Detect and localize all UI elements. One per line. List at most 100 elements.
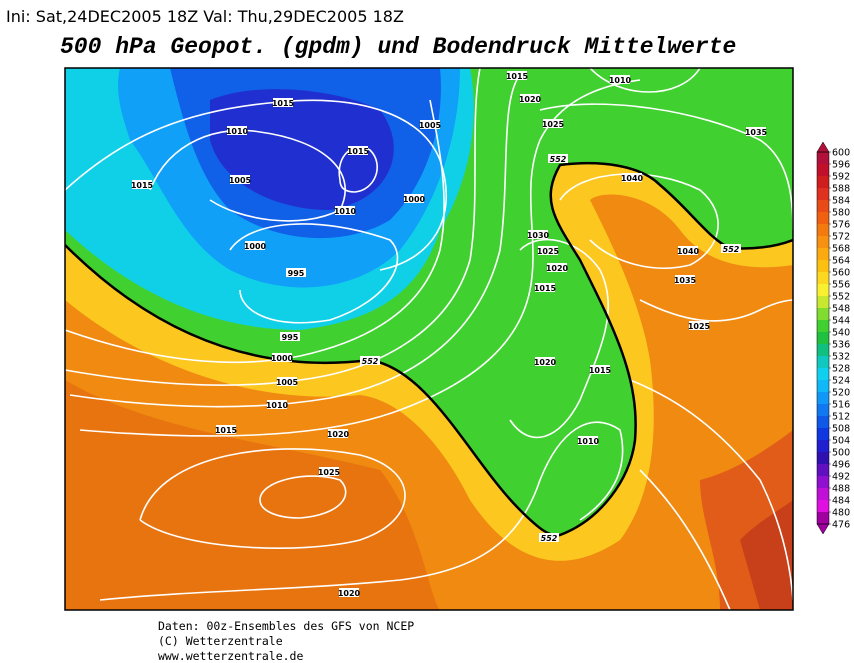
isobar-label: 1040 [621,174,644,183]
label-box [520,94,540,103]
colorbar-tick-label: 560 [832,268,850,279]
label-box [678,246,698,255]
colorbar-tick-label: 508 [832,424,850,435]
color-swatch [817,500,829,512]
color-swatch [817,212,829,224]
label-box [420,120,440,129]
isobar-label: 1020 [519,95,542,104]
isobar-label: 1015 [347,147,370,156]
footer-line: www.wetterzentrale.de [158,649,303,663]
color-swatch [817,152,829,164]
colorbar-tick-label: 556 [832,280,850,291]
color-swatch [817,512,829,524]
label-box [404,194,424,203]
isobar-label: 1015 [589,366,612,375]
isobar [338,146,379,193]
contour-label: 552 [541,534,558,543]
colorbar-tick-label: 524 [832,376,850,387]
isobar-label: 1020 [534,358,557,367]
isobar [69,74,521,408]
isobar-label: 1010 [266,401,289,410]
isobar-label: 1010 [334,207,357,216]
colorbar-tick-label: 528 [832,364,850,375]
colorbar-tick-label: 504 [832,436,850,447]
color-swatch [817,476,829,488]
colorbar-tick-label: 480 [832,508,850,519]
colorbar-tick-label: 536 [832,340,850,351]
colorbar-tip [816,523,830,535]
label-box [272,353,292,362]
isobar [259,475,347,519]
run-info: Ini: Sat,24DEC2005 18Z Val: Thu,29DEC200… [6,7,404,26]
colorbar-tick-label: 512 [832,412,850,423]
label-box [539,533,559,542]
contour-label: 552 [723,245,740,254]
isobar-label: 1015 [506,72,529,81]
isobar [139,448,406,549]
isobar [509,238,609,439]
colorbar-tick-label: 520 [832,388,850,399]
label-box [543,119,563,128]
isobar [539,103,793,231]
label-box [689,321,709,330]
colorbar-frame [816,151,830,525]
isobar-label: 1005 [229,176,252,185]
isobar-label: 995 [282,333,299,342]
isobar-label: 1000 [403,195,426,204]
color-swatch [817,464,829,476]
colorbar-tick-label: 584 [832,196,850,207]
label-box [610,75,630,84]
label-box [578,436,598,445]
colorbar-tick-label: 576 [832,220,850,231]
color-swatch [817,200,829,212]
label-box [590,365,610,374]
label-box [277,377,297,386]
label-box [535,283,555,292]
color-swatch [817,428,829,440]
color-swatch [817,188,829,200]
colorbar-tick-label: 552 [832,292,850,303]
colorbar-tick-label: 540 [832,328,850,339]
color-swatch [817,260,829,272]
label-box [746,127,766,136]
isobar-label: 1020 [327,430,350,439]
colorbar-tick-label: 600 [832,148,850,159]
isobar [65,68,481,386]
label-box [675,275,695,284]
color-swatch [817,296,829,308]
label-box [286,268,306,277]
isobar-label: 1015 [215,426,238,435]
colorbar-tick-label: 544 [832,316,850,327]
color-swatch [817,332,829,344]
isobar-label: 1010 [577,437,600,446]
colorbar-tick-label: 496 [832,460,850,471]
contour-label: 552 [362,357,379,366]
isobar [65,99,445,364]
color-swatch [817,176,829,188]
isobar-label: 1000 [244,242,267,251]
color-swatch [817,272,829,284]
isobar [149,129,346,222]
color-swatch [817,320,829,332]
colorbar-tick-label: 500 [832,448,850,459]
label-box [328,429,348,438]
label-box [538,246,558,255]
color-swatch [817,380,829,392]
label-box [547,263,567,272]
isobar-label: 1025 [688,322,711,331]
label-box [319,467,339,476]
colorbar-tick-label: 596 [832,160,850,171]
color-swatch [817,416,829,428]
label-box [622,173,642,182]
isobar-label: 1040 [677,247,700,256]
isobar-label: 1035 [745,128,768,137]
color-swatch [817,440,829,452]
isobar-label: 995 [288,269,305,278]
label-box [230,175,250,184]
label-box [227,126,247,135]
label-box [348,146,368,155]
color-swatch [817,164,829,176]
label-box [721,244,741,253]
colorbar-tick-label: 484 [832,496,850,507]
colorbar-tip [816,141,830,153]
